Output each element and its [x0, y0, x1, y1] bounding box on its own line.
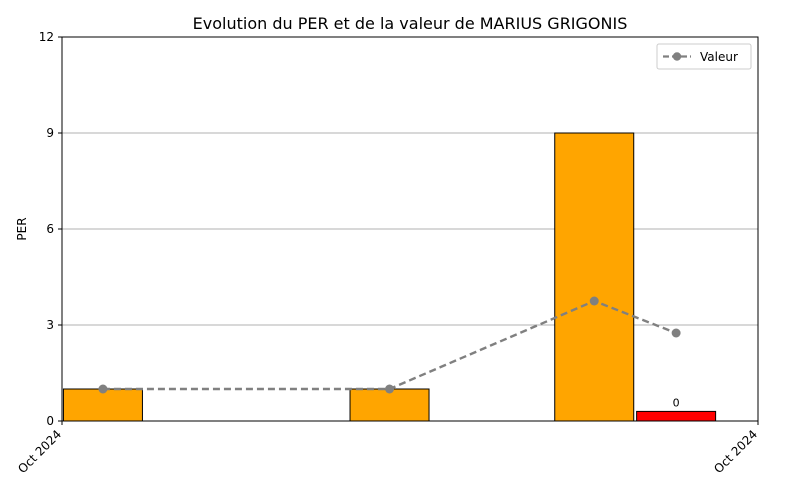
y-tick-label: 6: [46, 222, 54, 236]
y-tick-label: 9: [46, 126, 54, 140]
legend-marker: [672, 52, 682, 61]
y-tick-label: 0: [46, 414, 54, 428]
bar: [636, 410, 717, 422]
bar: [62, 388, 143, 422]
bar-data-label: 0: [673, 396, 680, 409]
line-series-valeur: [102, 299, 677, 391]
y-axis-label: PER: [15, 217, 29, 240]
bar: [554, 132, 635, 422]
bars: [62, 132, 717, 422]
legend-box: [656, 43, 752, 70]
value-line: [98, 296, 681, 394]
bar: [349, 388, 430, 422]
line-point: [98, 384, 108, 394]
chart-title: Evolution du PER et de la valeur de MARI…: [193, 14, 628, 33]
legend-label-valeur: Valeur: [700, 50, 738, 64]
bar-data-labels: 0: [673, 396, 680, 409]
y-tick-label: 12: [39, 30, 54, 44]
line-point: [589, 296, 599, 306]
grid-lines: [62, 132, 758, 326]
y-tick-label: 3: [46, 318, 54, 332]
y-axis-ticks: 0 3 6 9 12: [39, 30, 62, 428]
legend: Valeur: [656, 43, 752, 70]
line-point: [385, 384, 395, 394]
line-point: [671, 328, 681, 338]
